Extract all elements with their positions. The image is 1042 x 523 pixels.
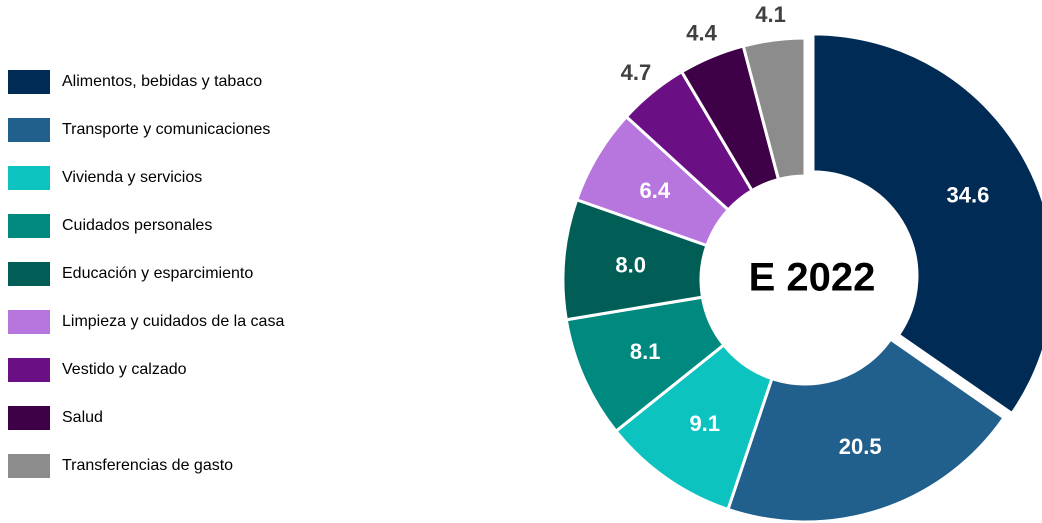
donut-slice xyxy=(741,36,807,182)
donut-slice xyxy=(811,32,1042,416)
data-label: 4.4 xyxy=(686,21,717,46)
legend-swatch xyxy=(8,214,50,238)
data-label: 34.6 xyxy=(947,182,990,207)
center-label: E 2022 xyxy=(749,256,876,300)
data-label: 4.7 xyxy=(621,60,652,85)
legend-swatch xyxy=(8,406,50,430)
legend-label: Transferencias de gasto xyxy=(62,457,233,474)
legend-swatch xyxy=(8,118,50,142)
data-label: 9.1 xyxy=(689,411,720,436)
legend-swatch xyxy=(8,358,50,382)
legend-label: Alimentos, bebidas y tabaco xyxy=(62,73,262,90)
data-label: 20.5 xyxy=(839,434,882,459)
legend-label: Salud xyxy=(62,409,103,426)
legend-label: Cuidados personales xyxy=(62,217,212,234)
legend-label: Vivienda y servicios xyxy=(62,169,202,186)
data-label: 4.1 xyxy=(755,2,786,27)
data-label: 8.0 xyxy=(615,253,646,278)
legend-swatch xyxy=(8,310,50,334)
legend-swatch xyxy=(8,70,50,94)
legend-swatch xyxy=(8,166,50,190)
legend-label: Vestido y calzado xyxy=(62,361,187,378)
data-label: 6.4 xyxy=(640,178,671,203)
data-label: 8.1 xyxy=(630,339,661,364)
legend-label: Educación y esparcimiento xyxy=(62,265,253,282)
legend-swatch xyxy=(8,262,50,286)
legend-label: Limpieza y cuidados de la casa xyxy=(62,313,284,330)
legend-label: Transporte y comunicaciones xyxy=(62,121,270,138)
legend-swatch xyxy=(8,454,50,478)
donut-slice xyxy=(726,337,1007,523)
